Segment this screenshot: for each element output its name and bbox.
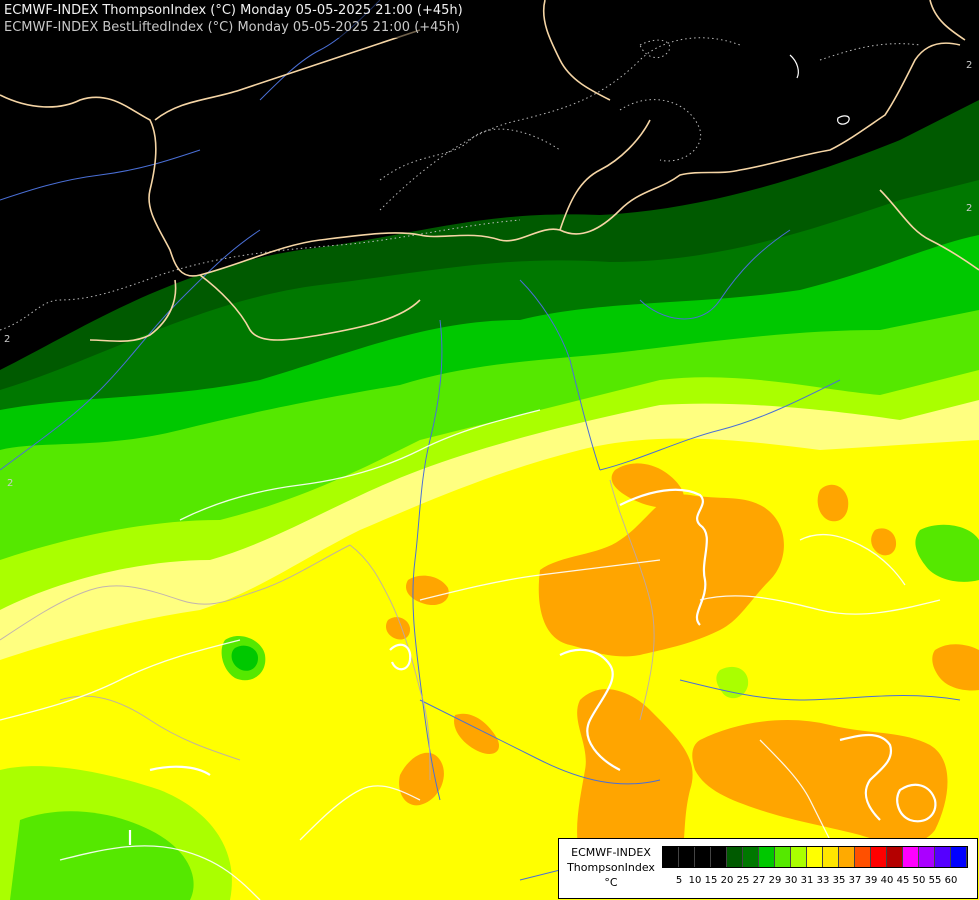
contour-value-labels: 2 2 2 2 xyxy=(4,60,972,489)
contour-lines xyxy=(128,488,937,845)
legend-title-index: ThompsonIndex xyxy=(567,861,655,874)
rivers xyxy=(0,0,961,881)
legend-swatch xyxy=(807,847,823,867)
legend-tick-label: 35 xyxy=(832,875,846,886)
legend-swatch xyxy=(903,847,919,867)
legend-swatch xyxy=(839,847,855,867)
legend-tick-label: 30 xyxy=(784,875,798,886)
color-legend: ECMWF-INDEX ThompsonIndex °C 5 10 15 20 25 27… xyxy=(558,838,978,899)
contour-label: 2 xyxy=(966,60,972,71)
legend-title: ECMWF-INDEX ThompsonIndex °C xyxy=(563,845,659,890)
legend-tick-label: 37 xyxy=(848,875,862,886)
legend-unit: °C xyxy=(604,876,618,889)
legend-tick-label: 60 xyxy=(944,875,958,886)
legend-tick-label: 31 xyxy=(800,875,814,886)
legend-swatch xyxy=(663,847,679,867)
legend-tick-label: 20 xyxy=(720,875,734,886)
legend-swatch xyxy=(919,847,935,867)
contour-label: 2 xyxy=(966,203,972,214)
map-title: ECMWF-INDEX ThompsonIndex (°C) Monday 05… xyxy=(0,0,467,38)
legend-tick-label: 55 xyxy=(928,875,942,886)
legend-tick-label: 25 xyxy=(736,875,750,886)
legend-swatch xyxy=(679,847,695,867)
legend-title-model: ECMWF-INDEX xyxy=(571,846,651,859)
legend-tick-label: 29 xyxy=(768,875,782,886)
field-light-green-patch-bottom-left xyxy=(0,766,232,900)
legend-tick-label: 10 xyxy=(688,875,702,886)
legend-tick-label: 5 xyxy=(675,875,683,886)
legend-swatch xyxy=(727,847,743,867)
legend-swatch xyxy=(887,847,903,867)
legend-swatch xyxy=(855,847,871,867)
legend-swatch xyxy=(823,847,839,867)
legend-swatch xyxy=(743,847,759,867)
title-line-best-lifted-index: ECMWF-INDEX BestLiftedIndex (°C) Monday … xyxy=(4,20,461,35)
legend-swatch xyxy=(695,847,711,867)
legend-swatch xyxy=(711,847,727,867)
legend-tick-label: 40 xyxy=(880,875,894,886)
legend-swatch xyxy=(775,847,791,867)
legend-tick-labels: 5 10 15 20 25 27 29 30 31 33 35 37 39 40 45 50 55 60 xyxy=(662,875,979,889)
contour-lines-thin xyxy=(0,409,941,900)
legend-tick-label: 39 xyxy=(864,875,878,886)
legend-tick-label: 33 xyxy=(816,875,830,886)
legend-swatch xyxy=(935,847,951,867)
legend-swatch xyxy=(791,847,807,867)
legend-tick-label: 45 xyxy=(896,875,910,886)
legend-tick-label: 15 xyxy=(704,875,718,886)
legend-swatch xyxy=(951,847,967,867)
field-orange xyxy=(386,463,979,893)
legend-tick-label: 50 xyxy=(912,875,926,886)
country-borders xyxy=(0,0,979,343)
legend-swatch xyxy=(759,847,775,867)
inner-borders xyxy=(0,479,655,781)
dotted-isolines xyxy=(0,37,921,331)
coast-marks xyxy=(789,54,850,125)
contour-label: 2 xyxy=(7,478,13,489)
title-line-thompson-index: ECMWF-INDEX ThompsonIndex (°C) Monday 05… xyxy=(4,3,463,18)
contour-label: 2 xyxy=(4,334,10,345)
legend-swatch xyxy=(871,847,887,867)
legend-tick-label: 27 xyxy=(752,875,766,886)
legend-color-bar xyxy=(662,846,968,868)
